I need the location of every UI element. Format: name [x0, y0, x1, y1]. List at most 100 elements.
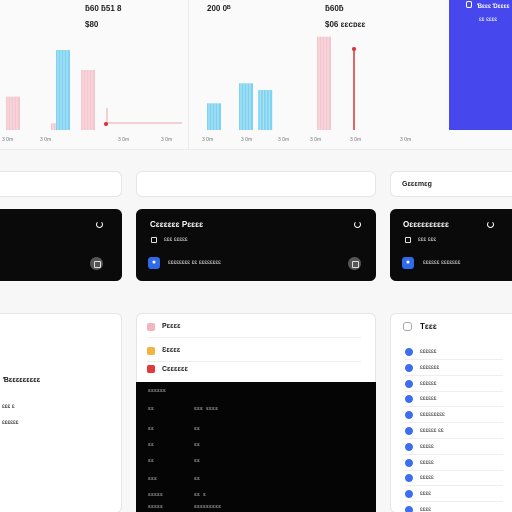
project-card-meta: ɛɛɛɛɛɛɛɛ ɛɛ ɛɛɛɛɛɛɛɛ [168, 260, 221, 266]
task-label: ɛɛɛɛɛɛ ɛɛ [420, 428, 444, 434]
task-label: ɛɛɛɛɛ [420, 475, 434, 482]
task-item[interactable]: ɛɛɛɛɛɛɛɛɛ [405, 409, 445, 421]
project-card-sub: ɛɛɛ ɛɛɛɛɛ [164, 237, 188, 243]
terminal-line-value: ɛɛ [194, 426, 201, 432]
task-status-icon [405, 458, 413, 467]
user-avatar-icon: ● [402, 257, 414, 269]
clip-icon[interactable] [96, 221, 103, 228]
task-status-icon [405, 474, 413, 483]
promo-card[interactable]: Ɓɛɛɛ Ɗɛɛɛɛ ɛɛ ɛɛɛɛ [449, 0, 512, 130]
chart-2-stat: 200 0ᴮ [207, 4, 231, 13]
chart-3-marker [352, 47, 356, 51]
task-item[interactable]: ɛɛɛɛɛ [405, 441, 434, 453]
status-row[interactable]: Pɛɛɛɛ [147, 316, 361, 338]
project-card-sub: ɛɛɛ ɛɛɛ [418, 237, 437, 243]
task-item[interactable]: ɛɛɛɛɛ [405, 472, 434, 484]
task-item[interactable]: ɛɛɛɛɛɛ ɛɛ [405, 425, 444, 437]
status-label: Pɛɛɛɛ [162, 323, 181, 330]
clip-icon[interactable] [487, 221, 494, 228]
chart-1-tick: 3 0m [118, 137, 129, 143]
chart-bar [207, 103, 221, 130]
chart-3-substat: $06 ɛɛcᴅɛɛ [325, 20, 366, 29]
task-divider [405, 374, 503, 376]
lock-icon [405, 237, 411, 243]
filter-input-3[interactable] [390, 171, 512, 197]
left-panel-line: ɛɛɛ ɛ [2, 404, 15, 410]
task-divider [405, 469, 503, 471]
terminal-line-key: ɛɛ [148, 442, 155, 448]
status-label: Ɛɛɛɛɛ [162, 347, 181, 354]
chart-1-stat: ƃ60 ƃ51 8 [85, 4, 122, 13]
chart-1-substat: $80 [85, 20, 99, 29]
chart-1-marker [104, 122, 108, 126]
status-row[interactable]: Ɛɛɛɛɛ [147, 340, 361, 362]
tasks-title: Tɛɛɛ [420, 322, 437, 331]
task-status-icon [405, 363, 413, 372]
status-color-icon [147, 322, 155, 331]
task-status-icon [405, 395, 413, 404]
task-label: ɛɛɛɛɛɛɛɛɛ [420, 412, 445, 419]
task-item[interactable]: ɛɛɛɛɛɛ [405, 393, 437, 405]
chart-bar [239, 83, 253, 130]
terminal-line-key: ɛɛ [148, 426, 155, 432]
clip-icon[interactable] [354, 221, 361, 228]
lock-button-icon[interactable] [348, 257, 361, 270]
project-card-2[interactable]: Cɛɛɛɛɛɛ Pɛɛɛɛ ɛɛɛ ɛɛɛɛɛ ● ɛɛɛɛɛɛɛɛ ɛɛ ɛɛ… [136, 209, 376, 281]
terminal-line-value: ɛɛ ɛ [194, 492, 207, 498]
chart-2-svg: 3 0m 3 0m 3 0m [202, 83, 289, 143]
filter-input-2[interactable] [136, 171, 376, 197]
chart-2-tick: 3 0m [202, 137, 213, 143]
task-status-icon [405, 442, 413, 451]
chart-3-tick: 3 0m [400, 137, 411, 143]
tasks-panel: Tɛɛɛ ɛɛɛɛɛɛ ɛɛɛɛɛɛɛ ɛɛɛɛɛɛ ɛɛɛɛɛɛ ɛɛɛɛɛɛɛɛɛ ɛ… [390, 313, 512, 512]
project-card-1[interactable] [0, 209, 122, 281]
task-status-icon [405, 506, 413, 512]
task-label: ɛɛɛɛɛɛ [420, 380, 437, 387]
chart-bar [56, 50, 70, 130]
task-status-icon [405, 379, 413, 388]
terminal-line-value: ɛɛɛ ɛɛɛɛ [194, 406, 219, 412]
chart-bar [258, 90, 273, 130]
task-divider [405, 390, 503, 392]
project-card-meta: ɛɛɛɛɛɛ ɛɛɛɛɛɛɛ [423, 260, 461, 266]
task-status-icon [405, 411, 413, 420]
status-row[interactable]: Cɛɛɛɛɛɛ [147, 358, 361, 380]
left-panel-line: ɛɛɛɛɛɛ [2, 420, 19, 426]
terminal-line-value: ɛɛ [194, 476, 201, 482]
left-panel: Ɓɛɛɛɛɛɛɛɛɛ ɛɛɛ ɛ ɛɛɛɛɛɛ [0, 313, 122, 512]
task-item[interactable]: ɛɛɛɛ [405, 488, 431, 500]
project-card-title: Oɛɛɛɛɛɛɛɛɛɛ [403, 220, 449, 229]
task-divider [405, 453, 503, 455]
project-card-3[interactable]: Oɛɛɛɛɛɛɛɛɛɛ ɛɛɛ ɛɛɛ ● ɛɛɛɛɛɛ ɛɛɛɛɛɛɛ [390, 209, 512, 281]
chart-3-stat: ƃ60ƃ [325, 4, 344, 13]
task-status-icon [405, 427, 413, 435]
chart-bar [81, 70, 95, 130]
task-divider [405, 485, 503, 487]
status-label: Cɛɛɛɛɛɛ [162, 365, 188, 373]
terminal-line-value: ɛɛ [194, 442, 201, 448]
terminal-pane[interactable]: ɛɛɛɛɛɛ ɛɛ ɛɛɛ ɛɛɛɛ ɛɛ ɛɛ ɛɛ ɛɛ ɛɛ ɛɛ ɛɛɛ ɛɛ ɛɛɛɛɛ ɛ… [136, 382, 376, 512]
task-item[interactable]: ɛɛɛɛɛɛ [405, 378, 437, 390]
filter-label: Gɛɛɛmɛg [402, 181, 432, 188]
status-color-icon [147, 365, 155, 373]
task-item[interactable]: ɛɛɛɛɛɛ [405, 346, 437, 358]
chart-strip: ƃ60 ƃ51 8 $80 3 0m 3 0m 3 0m 3 0m 200 0ᴮ… [0, 0, 512, 150]
chart-3-tick: 3 0m [350, 137, 361, 143]
chart-bar [317, 43, 331, 131]
chart-3-tick: 3 0m [310, 137, 321, 143]
terminal-line-value: ɛɛ [194, 458, 201, 464]
terminal-line-key: ɛɛ [148, 458, 155, 464]
filter-input-1[interactable] [0, 171, 122, 197]
chart-bar [6, 96, 20, 130]
chart-1-tick: 3 0m [2, 137, 13, 143]
promo-subtitle: ɛɛ ɛɛɛɛ [479, 17, 498, 23]
lock-icon [151, 237, 157, 243]
task-divider [405, 438, 503, 439]
task-item[interactable]: ɛɛɛɛ [405, 504, 431, 512]
task-item[interactable]: ɛɛɛɛɛɛɛ [405, 362, 439, 374]
task-item[interactable]: ɛɛɛɛɛ [405, 457, 434, 469]
task-divider [405, 422, 503, 424]
tasks-icon [403, 322, 412, 331]
lock-icon[interactable] [90, 257, 103, 270]
task-label: ɛɛɛɛɛɛ [420, 349, 437, 355]
